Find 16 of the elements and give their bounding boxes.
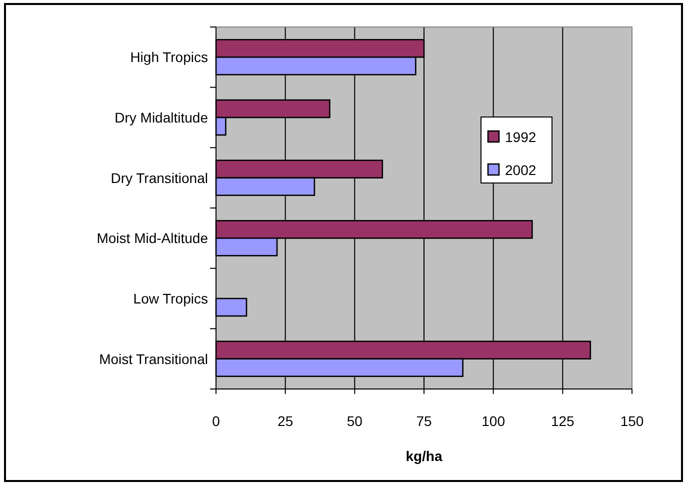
- x-tick-label: 25: [278, 413, 294, 429]
- y-tick-label: Moist Transitional: [99, 350, 208, 367]
- x-tick-label: 75: [416, 413, 432, 429]
- y-tick-label: Dry Midaltitude: [114, 110, 208, 126]
- x-tick-label: 100: [482, 413, 506, 429]
- y-tick-label: Moist Mid-Altitude: [96, 230, 208, 246]
- x-tick-label: 125: [550, 413, 575, 429]
- y-tick-label: Dry Transitional: [110, 170, 208, 186]
- x-tick-label: 0: [212, 413, 220, 429]
- y-tick-label: High Tropics: [130, 49, 208, 66]
- y-tick-label: Low Tropics: [133, 290, 208, 306]
- legend-label: 1992: [505, 129, 536, 145]
- x-tick-label: 50: [346, 413, 363, 429]
- legend-label: 2002: [505, 162, 536, 178]
- x-axis-title: kg/ha: [406, 448, 442, 464]
- x-tick-label: 150: [620, 413, 644, 429]
